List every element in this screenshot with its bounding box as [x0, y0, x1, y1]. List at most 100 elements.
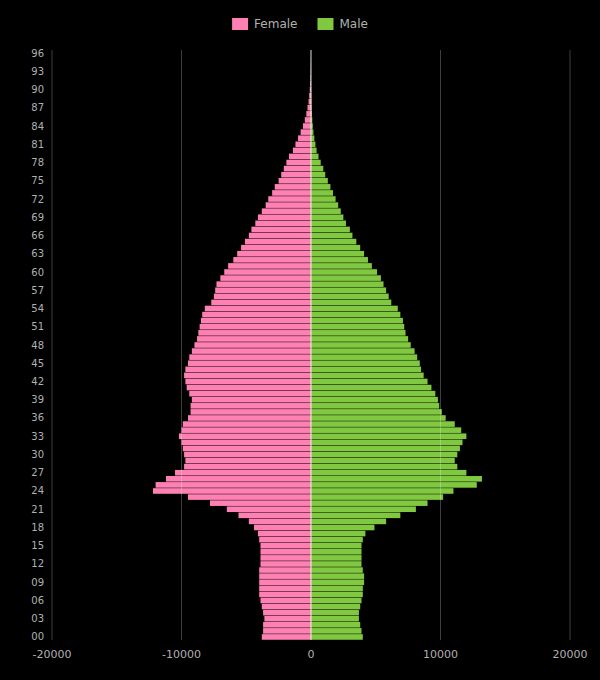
bar: [311, 196, 336, 202]
bar: [311, 586, 363, 592]
grid-line: [570, 50, 571, 640]
y-tick-label: 54: [31, 303, 44, 314]
y-tick-label: 75: [31, 175, 44, 186]
y-tick-label: 51: [31, 321, 44, 332]
bar: [311, 433, 466, 439]
bar: [215, 287, 311, 293]
bar: [268, 196, 311, 202]
bar: [156, 482, 311, 488]
bar: [311, 330, 406, 336]
bar: [262, 208, 311, 214]
bar: [311, 415, 446, 421]
legend-item: Female: [232, 17, 297, 31]
bar: [202, 312, 311, 318]
bar: [260, 543, 311, 549]
bar: [311, 476, 482, 482]
bar: [311, 336, 408, 342]
bar: [311, 531, 365, 537]
x-tick-label: 20000: [553, 648, 588, 661]
bar: [266, 202, 311, 208]
bar: [249, 519, 311, 525]
bar: [311, 160, 321, 166]
bar: [311, 616, 359, 622]
y-tick-label: 36: [31, 412, 44, 423]
y-tick-label: 78: [31, 157, 44, 168]
bar: [311, 622, 360, 628]
bar: [311, 251, 364, 257]
bar: [264, 616, 311, 622]
y-tick-label: 45: [31, 358, 44, 369]
bar: [311, 360, 420, 366]
y-tick-label: 27: [31, 467, 44, 478]
bar: [260, 555, 311, 561]
bar: [311, 634, 363, 640]
bar: [311, 135, 314, 141]
bar: [260, 561, 311, 567]
bar: [241, 245, 311, 251]
bar: [311, 318, 403, 324]
x-axis: -20000-1000001000020000: [33, 648, 588, 661]
bar: [189, 354, 311, 360]
y-tick-label: 30: [31, 449, 44, 460]
bar: [311, 287, 386, 293]
bar: [198, 330, 311, 336]
bar: [153, 488, 311, 494]
bar: [166, 476, 311, 482]
bar: [185, 458, 311, 464]
bar: [311, 403, 439, 409]
y-tick-label: 12: [31, 558, 44, 569]
bar: [187, 385, 311, 391]
bar: [188, 494, 311, 500]
legend-swatch: [317, 18, 333, 30]
bar: [284, 166, 311, 172]
bar: [311, 567, 363, 573]
bar: [263, 628, 311, 634]
bar: [184, 373, 311, 379]
bar: [311, 440, 463, 446]
bar: [311, 598, 362, 604]
bar: [259, 579, 311, 585]
bar: [188, 415, 311, 421]
y-tick-label: 39: [31, 394, 44, 405]
bar: [263, 622, 311, 628]
bars: [153, 50, 482, 640]
y-tick-label: 18: [31, 522, 44, 533]
bar: [249, 233, 311, 239]
bar: [311, 561, 362, 567]
bar: [233, 257, 311, 263]
bar: [191, 409, 311, 415]
y-tick-label: 60: [31, 267, 44, 278]
bar: [185, 379, 311, 385]
bar: [191, 403, 311, 409]
bar: [311, 494, 443, 500]
bar: [184, 464, 311, 470]
bar: [200, 324, 311, 330]
bar: [182, 427, 312, 433]
bar: [216, 281, 311, 287]
bar: [311, 537, 363, 543]
bar: [311, 324, 404, 330]
y-tick-label: 06: [31, 595, 44, 606]
bar: [311, 148, 317, 154]
bar: [311, 300, 391, 306]
bar: [255, 221, 311, 227]
bar: [185, 367, 311, 373]
bar: [192, 397, 311, 403]
bar: [311, 488, 453, 494]
x-tick-label: -20000: [33, 648, 72, 661]
bar: [311, 172, 325, 178]
bar: [311, 208, 341, 214]
bar: [262, 634, 311, 640]
y-tick-label: 81: [31, 139, 44, 150]
y-tick-label: 72: [31, 194, 44, 205]
y-tick-label: 33: [31, 431, 44, 442]
bar: [311, 257, 368, 263]
y-axis: 0003060912151821242730333639424548515457…: [31, 48, 44, 643]
bar: [228, 263, 311, 269]
bar: [305, 117, 311, 123]
bar: [311, 397, 438, 403]
bar: [175, 470, 311, 476]
bar: [306, 111, 311, 117]
bar: [311, 348, 415, 354]
legend-item: Male: [317, 17, 367, 31]
